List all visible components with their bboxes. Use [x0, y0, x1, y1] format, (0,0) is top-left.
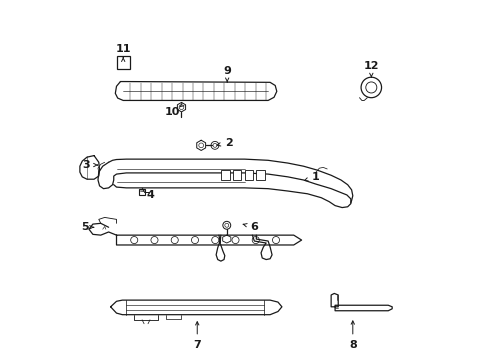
Polygon shape — [196, 140, 205, 150]
Text: 11: 11 — [115, 44, 131, 54]
Text: 9: 9 — [223, 66, 231, 76]
Polygon shape — [110, 300, 282, 315]
Text: 12: 12 — [363, 61, 378, 71]
Text: 10: 10 — [165, 107, 180, 117]
Bar — [244, 170, 253, 180]
Bar — [221, 170, 229, 180]
Polygon shape — [80, 156, 100, 179]
Polygon shape — [330, 293, 338, 307]
Polygon shape — [334, 305, 391, 311]
Polygon shape — [116, 235, 301, 245]
Bar — [117, 56, 130, 69]
Bar — [232, 170, 241, 180]
Polygon shape — [98, 162, 350, 208]
Text: 7: 7 — [193, 341, 201, 350]
Text: 2: 2 — [224, 138, 232, 148]
Text: 1: 1 — [311, 172, 319, 182]
Bar — [256, 170, 264, 180]
Text: 6: 6 — [250, 222, 258, 232]
Text: 3: 3 — [82, 160, 90, 170]
Polygon shape — [115, 82, 276, 100]
Text: 5: 5 — [81, 222, 89, 232]
Text: 4: 4 — [146, 190, 154, 200]
Polygon shape — [177, 102, 185, 112]
Text: 8: 8 — [348, 341, 356, 350]
